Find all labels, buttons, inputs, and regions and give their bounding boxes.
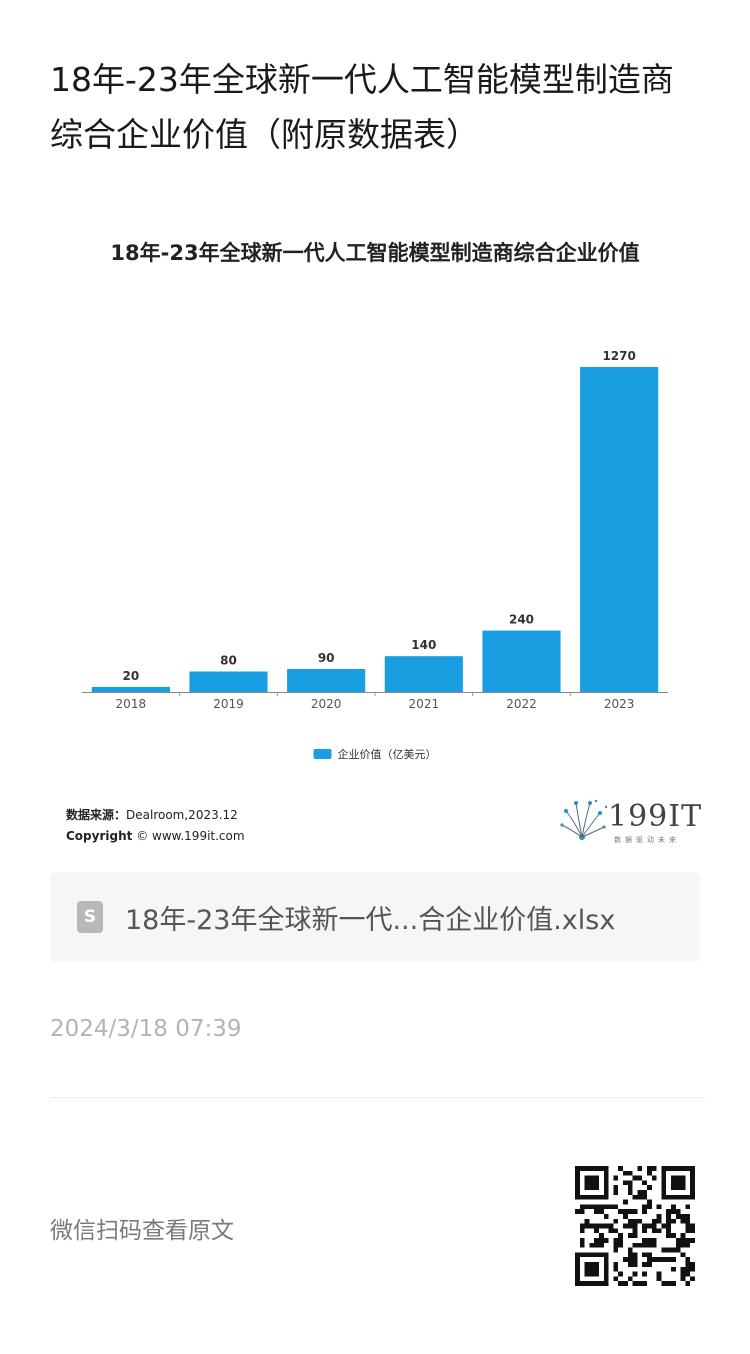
brand-logo: 199IT 数据驱动未来 — [560, 797, 703, 847]
bar-2020 — [287, 668, 366, 692]
copyright-label: Copyright — [66, 829, 133, 843]
data-label-2021: 140 — [411, 638, 436, 652]
article-title: 18年-23年全球新一代人工智能模型制造商综合企业价值（附原数据表） — [50, 60, 674, 154]
data-label-2022: 240 — [509, 613, 534, 627]
data-label-2018: 20 — [122, 669, 139, 683]
qr-code-icon[interactable] — [575, 1166, 695, 1286]
publish-timestamp: 2024/3/18 07:39 — [50, 1016, 242, 1042]
chart-title: 18年-23年全球新一代人工智能模型制造商综合企业价值 — [110, 241, 640, 265]
chart-figure: 18年-23年全球新一代人工智能模型制造商综合企业价值 20 2018 80 2019… — [50, 225, 703, 855]
data-label-2019: 80 — [220, 654, 237, 668]
x-tick-label-2018: 2018 — [116, 697, 147, 711]
source-block: 数据来源：Dealroom,2023.12 Copyright © www.19… — [66, 805, 245, 847]
logo-subtitle: 数据驱动未来 — [614, 836, 680, 844]
data-label-2020: 90 — [318, 651, 335, 665]
bar-2021 — [384, 656, 463, 692]
legend-swatch — [313, 749, 332, 759]
bar-2023 — [580, 367, 659, 692]
logo-text: 199IT — [608, 799, 703, 834]
scan-to-view-label: 微信扫码查看原文 — [50, 1218, 234, 1244]
x-tick-label-2021: 2021 — [409, 697, 440, 711]
bar-2019 — [189, 671, 268, 692]
spreadsheet-file-icon: S — [77, 901, 103, 933]
dandelion-logo-icon — [560, 799, 608, 840]
attachment-file-name: 18年-23年全球新一代...合企业价值.xlsx — [125, 904, 616, 936]
source-value: Dealroom,2023.12 — [126, 808, 238, 822]
x-tick-label-2023: 2023 — [604, 697, 635, 711]
copyright-value: © www.199it.com — [136, 829, 245, 843]
data-label-2023: 1270 — [602, 349, 635, 363]
bar-2022 — [482, 630, 561, 692]
attachment-card[interactable]: S 18年-23年全球新一代...合企业价值.xlsx — [50, 872, 700, 962]
x-tick-label-2019: 2019 — [213, 697, 244, 711]
divider — [50, 1097, 705, 1098]
bar-chart: 20 2018 80 2019 90 2020 140 2021 240 2022 1270 2023… — [82, 349, 668, 761]
x-tick-label-2020: 2020 — [311, 697, 342, 711]
source-label: 数据来源： — [66, 808, 127, 822]
x-tick-label-2022: 2022 — [506, 697, 537, 711]
legend-label: 企业价值（亿美元） — [338, 747, 437, 761]
bar-2018 — [91, 686, 170, 692]
